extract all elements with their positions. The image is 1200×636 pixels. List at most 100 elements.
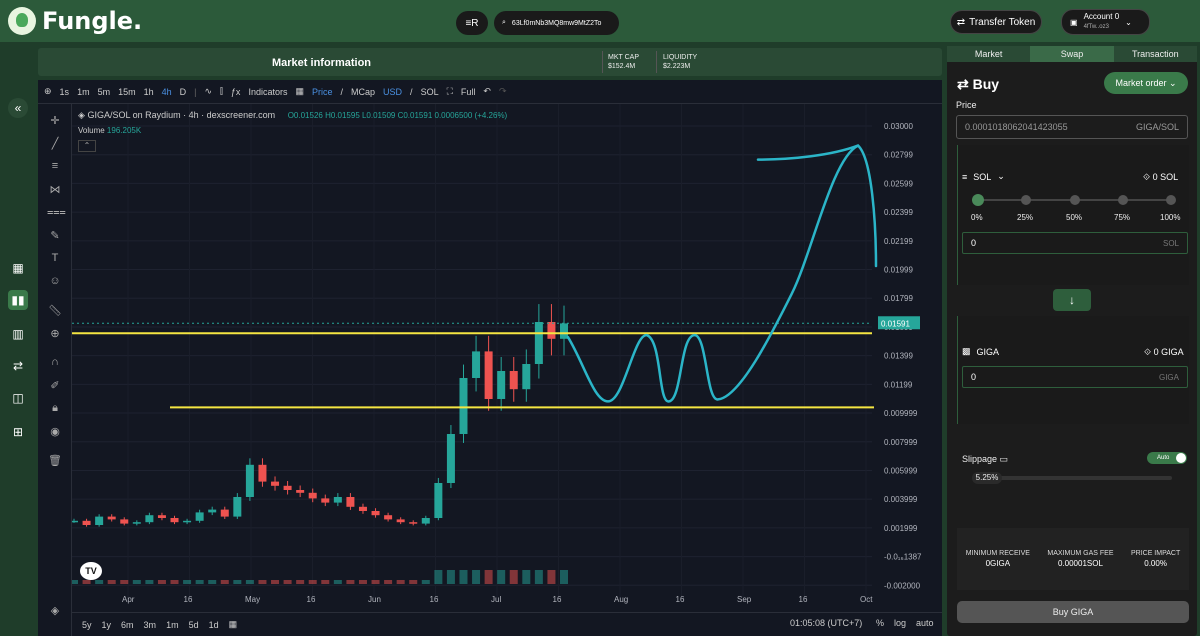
buy-balance: ⟐ 0 GIGA [1144,347,1184,358]
buy-amount-input[interactable]: 0 GIGA [962,366,1188,388]
tf-4h[interactable]: 4h [161,86,172,97]
layout-icon[interactable]: ▦ [295,86,304,96]
add-icon[interactable]: ⊕ [44,86,52,96]
account-selector[interactable]: ▣ Account 0 4fTw..oz3 ⌄ [1061,9,1150,35]
log-toggle[interactable]: log [894,618,907,628]
candle [434,483,443,518]
range-5d[interactable]: 5d [188,619,199,630]
order-type-select[interactable]: Market order ⌄ [1104,72,1188,94]
magnet-icon[interactable]: ∩ [51,356,59,368]
layers-icon[interactable]: ◈ [50,605,60,617]
sell-amount-input[interactable]: 0 SOL [962,232,1188,254]
tab-market[interactable]: Market [947,46,1031,62]
candles-icon[interactable]: ⫿ [220,86,223,96]
percent-label[interactable]: 100% [1160,213,1181,222]
zoom-icon[interactable]: ⊕ [50,328,60,340]
candle [132,522,141,524]
dashboard-icon[interactable]: ▦ [12,261,24,275]
x-tick-label: Aug [614,595,628,604]
y-axis: 0.03000 0.02799 0.02599 0.02399 0.02199 0.019… [878,122,922,590]
mcap-toggle[interactable]: MCap [351,86,376,97]
chain-selector[interactable]: ≡R [456,11,488,35]
price-chart[interactable]: 0.03000 0.02799 0.02599 0.02399 0.02199 0.019… [72,104,942,612]
grid-icon[interactable]: ⊞ [12,425,24,439]
percent-label[interactable]: 50% [1066,213,1083,222]
range-1y[interactable]: 1y [101,619,112,630]
tf-1h[interactable]: 1h [143,86,154,97]
tradingview-logo: TV [80,562,102,580]
ruler-icon[interactable]: 📏︎ [48,305,62,317]
percent-toggle[interactable]: % [876,618,885,628]
tf-15m[interactable]: 15m [118,86,136,97]
swap-direction-icon[interactable]: ⇄ [957,76,969,92]
chart-type-icon[interactable]: ∿ [204,86,213,96]
undo-icon[interactable]: ↶ [483,86,491,96]
text-icon[interactable]: T [51,252,59,264]
analytics-icon[interactable]: ◫ [12,391,24,405]
calendar-icon[interactable]: ▦ [228,619,238,629]
brush-icon[interactable]: ✎ [50,230,60,242]
sol-toggle[interactable]: SOL [420,86,439,97]
sell-token-select[interactable]: ≡ SOL ⌄ [962,171,1005,182]
annotations [72,144,878,409]
slippage-slider[interactable] [972,476,1172,480]
percent-dot-75[interactable] [1118,195,1128,205]
lock-draw-icon[interactable]: ✐ [50,380,60,392]
token-search[interactable]: ⌕ 63Lf0mNb3MQ8mw9MtZ2To [494,11,619,35]
range-1m[interactable]: 1m [166,619,179,630]
eye-icon[interactable]: ◉ [50,426,60,438]
tf-5m[interactable]: 5m [97,86,111,97]
trash-icon[interactable]: 🗑︎ [48,455,62,467]
tf-d[interactable]: D [179,86,187,97]
percent-dot-0[interactable] [972,194,984,206]
crosshair-icon[interactable]: ✛ [50,115,60,127]
collapse-icon[interactable]: « [8,98,28,118]
full-button[interactable]: Full [460,86,476,97]
slippage-auto-toggle[interactable]: Auto [1147,452,1187,464]
percent-dot-100[interactable] [1166,195,1176,205]
range-5y[interactable]: 5y [82,619,92,630]
swap-direction-button[interactable]: ↓ [1053,289,1091,311]
candle [459,378,468,434]
range-3m[interactable]: 3m [143,619,157,630]
range-6m[interactable]: 6m [121,619,134,630]
percent-dot-50[interactable] [1070,195,1080,205]
percent-label[interactable]: 25% [1017,213,1034,222]
collapse-legend-button[interactable]: ⌃ [78,140,96,152]
pattern-icon[interactable]: ⋈ [49,184,61,196]
fib-icon[interactable]: ⩶ [47,206,66,218]
trade-icon[interactable]: ▮▮ [8,290,28,310]
transfer-token-button[interactable]: ⇄ Transfer Token [950,10,1042,34]
price-field[interactable]: 0.0001018062041423055 GIGA/SOL [956,115,1188,139]
columns-icon[interactable]: ▥ [12,327,24,341]
app-logo[interactable]: Fungle. [8,6,142,36]
percent-dot-25[interactable] [1021,195,1031,205]
tf-1m[interactable]: 1m [77,86,90,97]
slippage-value[interactable]: 5.25% [972,472,1002,484]
divider [656,51,657,73]
buy-button[interactable]: Buy GIGA [957,601,1189,623]
trendline-icon[interactable]: ╱ [51,138,59,150]
y-tick-label: 0.003999 [884,495,918,504]
swap-icon[interactable]: ⇄ [12,359,24,373]
tab-swap[interactable]: Swap [1030,46,1114,62]
indicators-button[interactable]: Indicators [248,86,288,97]
emoji-icon[interactable]: ☺ [49,275,61,287]
percent-label[interactable]: 0% [971,213,983,222]
fullscreen-icon[interactable]: ⛶ [446,86,453,96]
tf-1s[interactable]: 1s [59,86,70,97]
time-readout: 01:05:08 (UTC+7) [790,618,863,628]
wallet-small-icon: ⟐ [1143,172,1151,182]
liquidity-stat: LIQUIDITY $2.223M [663,53,697,71]
auto-toggle[interactable]: auto [916,618,934,628]
redo-icon[interactable]: ↷ [498,86,507,96]
range-1d[interactable]: 1d [208,619,219,630]
usd-toggle[interactable]: USD [383,86,403,97]
percent-label[interactable]: 75% [1114,213,1131,222]
price-toggle[interactable]: Price [311,86,333,97]
tab-transaction[interactable]: Transaction [1113,46,1197,62]
indicators-icon[interactable]: ƒx [230,86,241,97]
lock-icon[interactable]: 🔒︎ [52,402,58,414]
volume-bar [333,580,342,584]
hlines-icon[interactable]: ≡ [51,160,59,172]
